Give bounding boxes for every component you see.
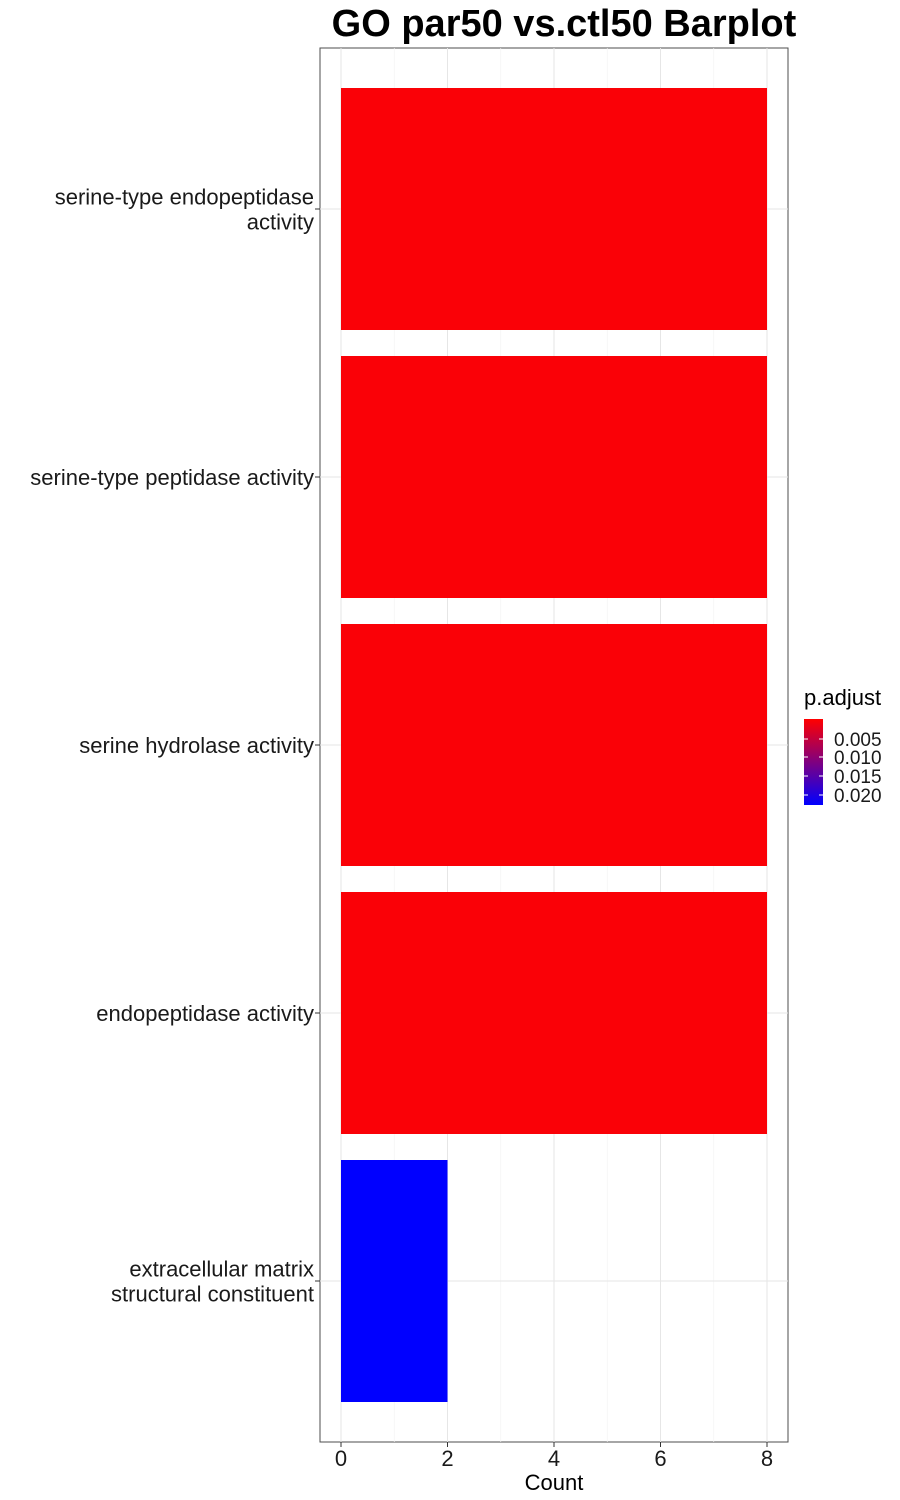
bar-2 (341, 356, 767, 598)
x-tick-label: 2 (441, 1446, 453, 1471)
legend-color-bar (804, 719, 823, 805)
category-label: extracellular matrix (129, 1257, 314, 1282)
x-tick-label: 4 (548, 1446, 560, 1471)
legend-label: 0.015 (834, 767, 882, 788)
chart-title: GO par50 vs.ctl50 Barplot (332, 3, 797, 45)
category-label: activity (247, 210, 314, 235)
category-label: serine hydrolase activity (79, 733, 314, 758)
legend-label: 0.010 (834, 748, 882, 769)
x-tick-label: 6 (654, 1446, 666, 1471)
bar-3 (341, 624, 767, 866)
legend-label: 0.020 (834, 786, 882, 807)
category-label: serine-type peptidase activity (30, 465, 314, 490)
bar-5 (341, 1160, 448, 1402)
x-tick-label: 8 (761, 1446, 773, 1471)
category-label: endopeptidase activity (96, 1001, 314, 1026)
x-axis-title: Count (525, 1470, 584, 1495)
bar-1 (341, 88, 767, 330)
x-tick-label: 0 (335, 1446, 347, 1471)
legend-title: p.adjust (804, 685, 881, 710)
category-label: structural constituent (111, 1282, 314, 1307)
bar-4 (341, 892, 767, 1134)
category-label: serine-type endopeptidase (55, 185, 314, 210)
legend-label: 0.005 (834, 730, 882, 751)
